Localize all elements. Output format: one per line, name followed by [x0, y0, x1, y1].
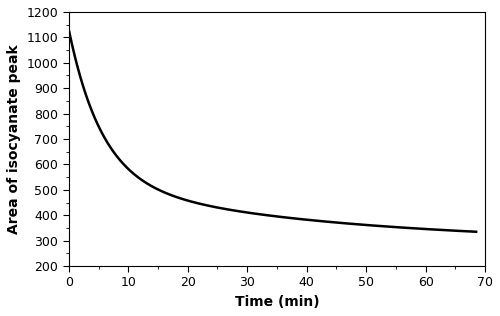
Y-axis label: Area of isocyanate peak: Area of isocyanate peak	[7, 44, 21, 234]
X-axis label: Time (min): Time (min)	[234, 295, 319, 309]
